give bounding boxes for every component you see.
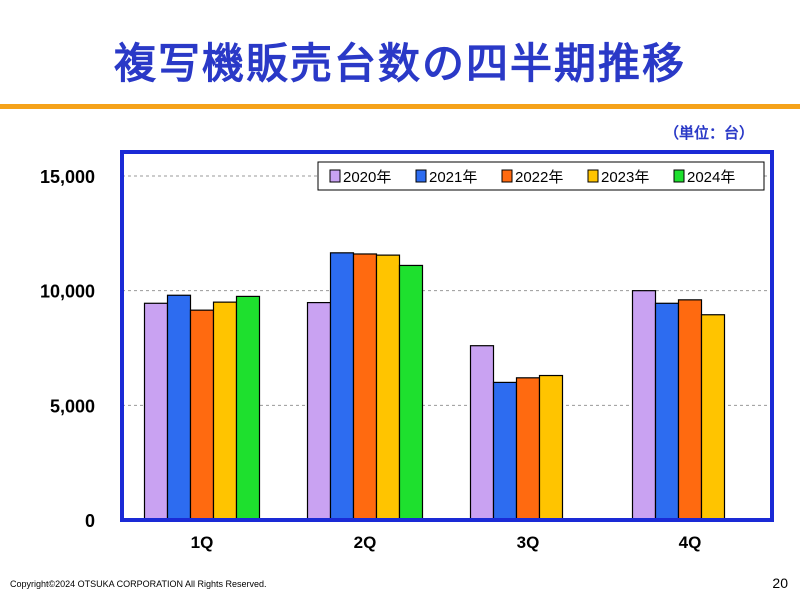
title-divider	[0, 104, 800, 109]
bar-1Q-2023年	[212, 301, 238, 521]
bar-3Q-2022年	[515, 377, 541, 521]
page-number: 20	[772, 575, 788, 591]
bar-2Q-2024年	[398, 264, 424, 521]
y-axis-tick-labels: 0 5,000 10,000 15,000	[40, 167, 95, 531]
y-tick-label: 0	[85, 511, 95, 531]
legend-label: 2022年	[515, 169, 563, 186]
bar-3Q-2020年	[469, 345, 495, 521]
bar-1Q-2021年	[166, 294, 192, 521]
legend-label: 2023年	[601, 169, 649, 186]
bar-4Q-2021年	[654, 302, 680, 521]
legend-swatch	[329, 169, 341, 183]
y-tick-label: 15,000	[40, 167, 95, 187]
legend: 2020年 2021年 2022年 2023年 2024年	[317, 161, 765, 191]
bar-3Q-2021年	[492, 381, 518, 521]
x-category-label: 4Q	[679, 533, 702, 552]
bar-1Q-2022年	[189, 309, 215, 521]
legend-swatch	[587, 169, 599, 183]
x-axis-category-labels: 1Q 2Q 3Q 4Q	[191, 533, 702, 552]
bar-1Q-2020年	[143, 302, 169, 521]
legend-label: 2021年	[429, 169, 477, 186]
legend-label: 2024年	[687, 169, 735, 186]
x-category-label: 1Q	[191, 533, 214, 552]
legend-swatch	[673, 169, 685, 183]
plot-frame	[120, 150, 774, 522]
bars	[143, 252, 726, 521]
unit-note: （単位：台）	[663, 124, 754, 142]
bar-2Q-2021年	[329, 252, 355, 521]
y-tick-label: 5,000	[50, 396, 95, 416]
bar-2Q-2020年	[306, 301, 332, 521]
bar-2Q-2023年	[375, 254, 401, 521]
bar-2Q-2022年	[352, 253, 378, 521]
bar-4Q-2023年	[700, 314, 726, 521]
bar-3Q-2023年	[538, 374, 564, 521]
bar-4Q-2020年	[631, 290, 657, 521]
x-category-label: 2Q	[354, 533, 377, 552]
bar-1Q-2024年	[235, 295, 261, 521]
copyright-notice: Copyright©2024 OTSUKA CORPORATION All Ri…	[10, 579, 267, 589]
y-tick-label: 10,000	[40, 282, 95, 302]
slide-title: 複写機販売台数の四半期推移	[113, 39, 686, 88]
legend-swatch	[415, 169, 427, 183]
legend-label: 2020年	[343, 169, 391, 186]
x-category-label: 3Q	[517, 533, 540, 552]
legend-box	[317, 161, 765, 191]
bar-4Q-2022年	[677, 299, 703, 521]
legend-swatch	[501, 169, 513, 183]
